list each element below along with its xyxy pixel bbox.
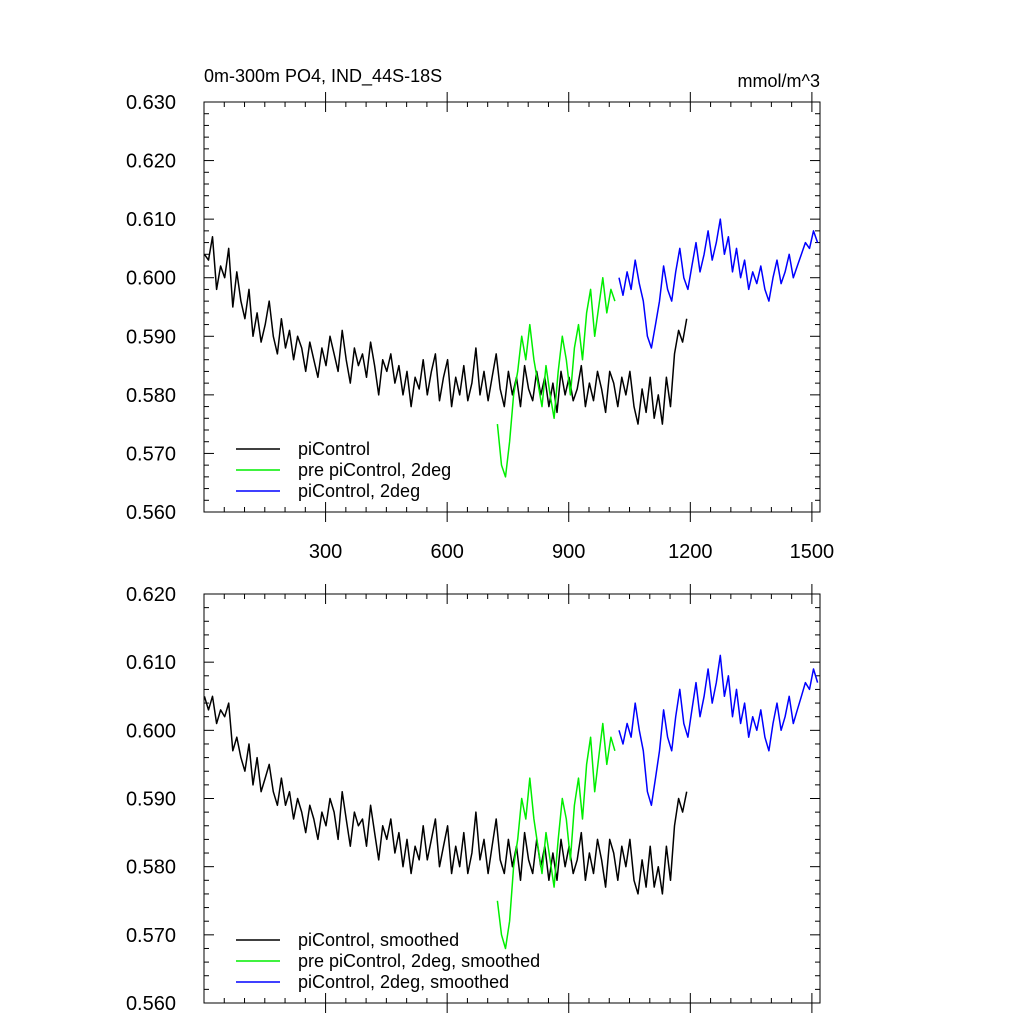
y-tick-label: 0.600 [126,720,176,742]
y-tick-label: 0.560 [126,502,176,524]
y-tick-label: 0.620 [126,584,176,606]
series-line [496,276,616,478]
series-line [618,218,819,349]
x-tick-label: 900 [552,541,585,563]
legend-label: pre piControl, 2deg, smoothed [298,951,540,971]
units-label: mmol/m^3 [738,71,820,91]
legend-label: piControl, smoothed [298,930,459,950]
series-line [496,722,616,950]
top-panel: 0.560 0.570 0.580 0.590 0.600 0.610 0.620 0.630… [126,92,834,563]
y-tick-label: 0.600 [126,268,176,290]
series-line [203,695,688,895]
x-tick-label: 1500 [790,541,835,563]
x-tick-label: 600 [430,541,463,563]
legend-label: piControl, 2deg, smoothed [298,972,509,992]
plot-frame [203,593,821,1004]
y-tick-label: 0.610 [126,652,176,674]
y-tick-label: 0.620 [126,151,176,173]
legend-label: piControl, 2deg [298,481,420,501]
y-tick-label: 0.590 [126,326,176,348]
y-tick-label: 0.570 [126,443,176,465]
y-tick-label: 0.630 [126,92,176,114]
series-line [203,235,688,425]
legend-label: pre piControl, 2deg [298,460,451,480]
x-tick-label: 1200 [668,541,713,563]
y-tick-label: 0.590 [126,789,176,811]
y-tick-label: 0.560 [126,993,176,1015]
y-tick-label: 0.610 [126,209,176,231]
x-tick-label: 300 [309,541,342,563]
series-line [618,654,819,807]
y-tick-label: 0.580 [126,385,176,407]
plot-frame [203,101,821,513]
y-tick-label: 0.580 [126,857,176,879]
bottom-panel: 0.560 0.570 0.580 0.590 0.600 0.610 0.620 piCon… [126,584,821,1015]
y-tick-label: 0.570 [126,925,176,947]
legend-label: piControl [298,439,370,459]
chart-title: 0m-300m PO4, IND_44S-18S [204,66,442,87]
